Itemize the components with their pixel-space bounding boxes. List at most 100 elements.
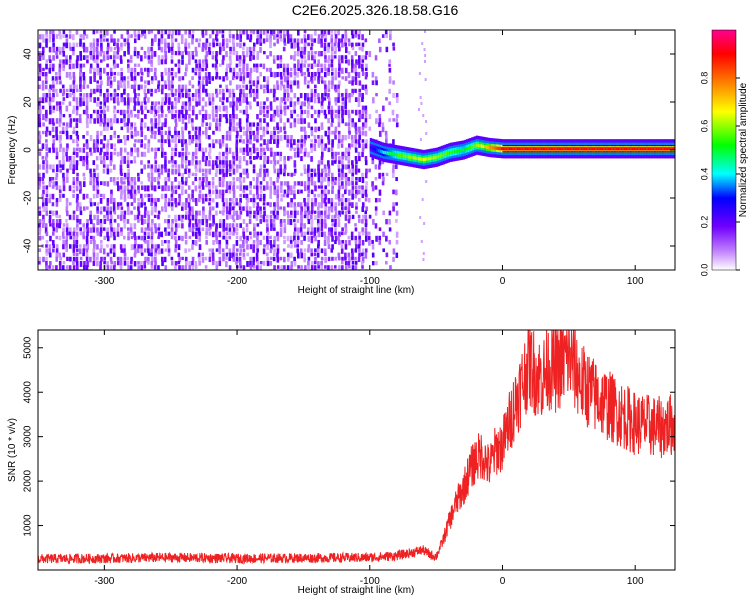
heatmap-cell (320, 109, 324, 114)
heatmap-cell (95, 185, 99, 191)
heatmap-cell (252, 30, 256, 35)
heatmap-cell (100, 256, 103, 262)
heatmap-cell (62, 244, 65, 250)
heatmap-cell (137, 63, 141, 67)
heatmap-cell (52, 93, 55, 98)
heatmap-cell (208, 168, 212, 175)
heatmap-cell (164, 231, 168, 236)
heatmap-cell (236, 185, 239, 190)
heatmap-cell (93, 244, 96, 250)
heatmap-cell (130, 114, 133, 118)
track-cell (437, 154, 440, 159)
track-cell (419, 157, 422, 161)
heatmap-cell (293, 72, 297, 76)
heatmap-cell (317, 214, 320, 219)
heatmap-cell (99, 240, 103, 244)
track-cell (436, 155, 439, 159)
track-cell (429, 156, 432, 161)
heatmap-cell (42, 114, 45, 121)
heatmap-cell (293, 51, 297, 56)
heatmap-cell (272, 219, 276, 223)
heatmap-cell (324, 59, 327, 63)
heatmap-cell (313, 55, 317, 61)
heatmap-cell (395, 240, 399, 245)
heatmap-cell (123, 97, 126, 102)
heatmap-cell (327, 30, 331, 35)
heatmap-cell (119, 202, 123, 206)
track-cell (480, 144, 484, 148)
heatmap-cell (331, 214, 334, 220)
heatmap-cell (364, 38, 368, 43)
heatmap-cell (327, 109, 331, 115)
heatmap-cell (273, 34, 276, 40)
heatmap-cell (174, 248, 177, 253)
heatmap-cell (58, 51, 62, 55)
heatmap-cell (286, 210, 290, 215)
heatmap-cell (103, 206, 106, 212)
heatmap-cell (276, 139, 280, 145)
heatmap-cell (42, 185, 45, 190)
heatmap-cell (253, 265, 256, 269)
heatmap-cell (262, 63, 266, 70)
heatmap-cell (276, 231, 279, 237)
heatmap-cell (334, 151, 338, 157)
heatmap-cell (212, 118, 215, 122)
heatmap-cell (117, 135, 120, 139)
track-cell (598, 147, 601, 151)
heatmap-cell (42, 38, 45, 43)
heatmap-cell (123, 198, 127, 202)
heatmap-cell (348, 97, 351, 103)
heatmap-cell (354, 76, 358, 82)
heatmap-cell (358, 252, 361, 257)
heatmap-cell (259, 210, 262, 215)
heatmap-cell (144, 55, 147, 59)
heatmap-cell (123, 88, 126, 95)
heatmap-cell (38, 72, 42, 76)
heatmap-cell (38, 172, 41, 179)
heatmap-cell (154, 223, 157, 229)
heatmap-cell (45, 130, 48, 137)
heatmap-cell (198, 72, 201, 78)
heatmap-cell (126, 227, 130, 231)
heatmap-cell (194, 72, 198, 76)
heatmap-cell (246, 210, 249, 217)
heatmap-cell (252, 156, 256, 160)
heatmap-cell (133, 223, 137, 230)
heatmap-cell (225, 227, 228, 231)
track-cell (539, 147, 542, 151)
heatmap-cell (150, 202, 153, 207)
heatmap-cell (55, 164, 59, 170)
heatmap-cell (143, 231, 147, 236)
heatmap-cell (279, 151, 283, 158)
heatmap-cell (347, 210, 351, 215)
heatmap-cell (163, 38, 167, 44)
heatmap-cell (245, 223, 249, 228)
heatmap-cell (289, 139, 293, 145)
heatmap-cell (79, 185, 82, 191)
heatmap-cell (133, 244, 137, 250)
heatmap-cell (49, 223, 52, 227)
heatmap-cell (144, 135, 147, 141)
heatmap-cell (262, 235, 266, 240)
heatmap-cell (354, 97, 358, 103)
heatmap-cell (420, 102, 423, 105)
heatmap-cell (228, 185, 232, 192)
track-cell (474, 144, 477, 148)
heatmap-cell (137, 93, 140, 97)
heatmap-cell (310, 214, 313, 220)
heatmap-cell (341, 193, 345, 198)
heatmap-cell (38, 231, 41, 236)
heatmap-cell (134, 248, 137, 255)
heatmap-cell (304, 210, 307, 216)
heatmap-cell (231, 214, 235, 220)
heatmap-cell (119, 168, 123, 175)
heatmap-cell (249, 51, 253, 56)
heatmap-cell (146, 210, 150, 217)
heatmap-cell (65, 151, 68, 157)
heatmap-cell (116, 118, 119, 124)
heatmap-cell (367, 231, 371, 236)
heatmap-cell (300, 189, 303, 194)
heatmap-cell (385, 46, 389, 53)
heatmap-cell (215, 59, 219, 65)
heatmap-cell (204, 193, 208, 198)
